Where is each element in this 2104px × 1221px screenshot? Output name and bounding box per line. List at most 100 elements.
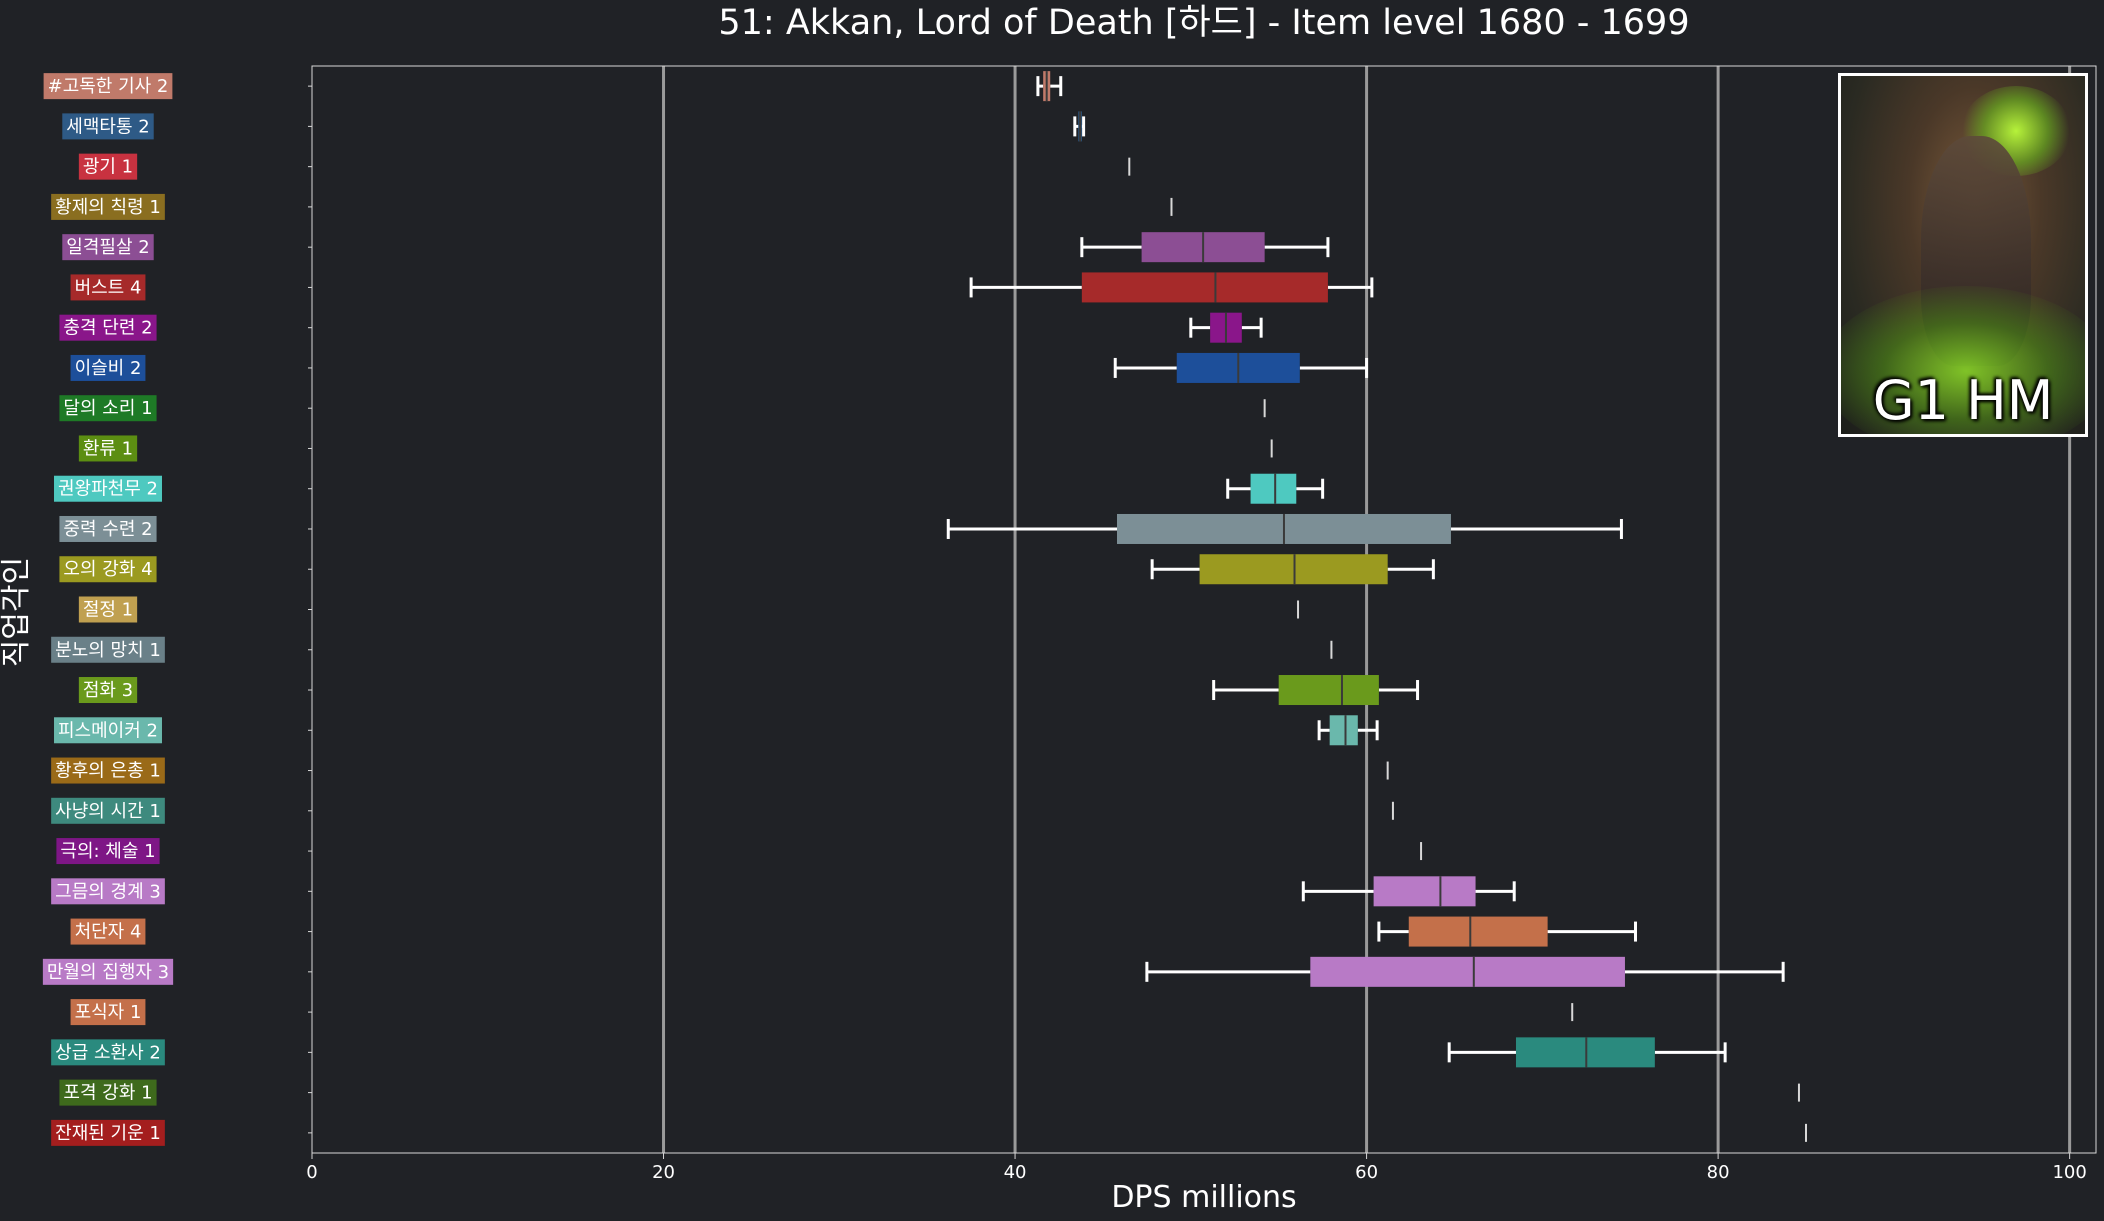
category-label: 권왕파천무 2 (54, 475, 162, 502)
category-label-text: 만월의 집행자 3 (47, 962, 169, 983)
category-label-text: 충격 단련 2 (63, 318, 152, 339)
category-label-text: 광기 1 (83, 157, 133, 178)
box-iqr (1250, 473, 1297, 504)
category-label-text: 황후의 은총 1 (55, 761, 161, 782)
category-label: 오의 강화 4 (59, 556, 157, 583)
category-label-bg (54, 717, 162, 744)
x-tick-label: 20 (652, 1162, 675, 1183)
category-label-bg (70, 999, 146, 1026)
boss-card-label: G1 HM (1872, 369, 2054, 432)
category-label-text: 황제의 칙령 1 (55, 197, 161, 218)
category-label-text: 일격필살 2 (66, 237, 149, 258)
category-label-bg (78, 153, 138, 180)
category-label-bg (62, 113, 154, 140)
category-label: 충격 단련 2 (59, 314, 157, 341)
category-label-text: 중력 수련 2 (63, 519, 152, 540)
category-label: 황제의 칙령 1 (51, 193, 165, 220)
category-label: 포식자 1 (70, 999, 146, 1026)
box-iqr (1408, 916, 1548, 947)
box-iqr (1081, 272, 1328, 303)
box-series (946, 71, 1807, 1142)
category-label-text: 절정 1 (83, 600, 133, 621)
category-label-bg (59, 1079, 157, 1106)
category-label: 절정 1 (78, 596, 138, 623)
category-label: 처단자 4 (70, 918, 146, 945)
category-label-text: 버스트 4 (75, 277, 142, 298)
category-label-text: #고독한 기사 2 (48, 76, 169, 97)
category-label-text: 그믐의 경계 3 (55, 881, 161, 902)
category-label: 그믐의 경계 3 (51, 878, 165, 905)
x-tick-label: 0 (306, 1162, 317, 1183)
category-label-text: 상급 소환사 2 (55, 1042, 161, 1063)
category-label-bg (51, 1039, 165, 1066)
category-label-text: 점화 3 (83, 680, 133, 701)
category-label-bg (51, 797, 165, 824)
category-label: 극의: 체술 1 (56, 838, 160, 865)
category-label-text: 피스메이커 2 (58, 720, 158, 741)
category-label: 상급 소환사 2 (51, 1039, 165, 1066)
category-label: 분노의 망치 1 (51, 636, 165, 663)
category-label-bg (70, 274, 146, 301)
category-label: 피스메이커 2 (54, 717, 162, 744)
category-label: 만월의 집행자 3 (42, 958, 174, 985)
x-tick-label: 60 (1355, 1162, 1378, 1183)
y-axis-title: 직업각인 (0, 557, 34, 667)
boss-portrait-glow-lower (1841, 286, 2085, 434)
category-label-bg (78, 596, 138, 623)
x-axis-ticks: 0 20 40 60 80 100 (306, 1153, 2087, 1183)
category-label-bg (51, 757, 165, 784)
category-label-text: 포식자 1 (75, 1002, 142, 1023)
category-labels: #고독한 기사 2 세맥타통 2 광기 1 황제의 칙령 1 일격필살 2 버스트 4 충격… (42, 73, 174, 1146)
category-label-text: 처단자 4 (75, 922, 142, 943)
x-tick-label: 80 (1707, 1162, 1730, 1183)
category-label-bg (51, 1119, 165, 1146)
category-label-text: 환류 1 (83, 438, 133, 459)
chart-title: 51: Akkan, Lord of Death [하드] - Item lev… (718, 3, 1689, 43)
category-label-bg (59, 395, 157, 422)
category-label: 이슬비 2 (70, 354, 146, 381)
category-label-text: 사냥의 시간 1 (55, 801, 161, 822)
category-label-bg (51, 193, 165, 220)
category-label-bg (59, 556, 157, 583)
category-label-bg (59, 314, 157, 341)
category-label-text: 포격 강화 1 (63, 1083, 152, 1104)
x-tick-label: 40 (1004, 1162, 1027, 1183)
category-label: 중력 수련 2 (59, 515, 157, 542)
category-label-text: 잔재된 기운 1 (55, 1123, 161, 1144)
category-label: 환류 1 (78, 435, 138, 462)
box-iqr (1373, 876, 1476, 907)
category-label-text: 세맥타통 2 (66, 116, 149, 137)
plot-frame (311, 65, 2097, 1154)
category-label: 일격필살 2 (62, 234, 154, 261)
category-label-bg (59, 515, 157, 542)
category-label-bg (62, 234, 154, 261)
x-axis-title: DPS millions (1111, 1180, 1296, 1215)
category-label: 포격 강화 1 (59, 1079, 157, 1106)
category-label: 세맥타통 2 (62, 113, 154, 140)
category-label: 점화 3 (78, 677, 138, 704)
boss-portrait-card: G1 HM (1838, 73, 2088, 437)
box-iqr (1278, 675, 1379, 706)
category-label: 사냥의 시간 1 (51, 797, 165, 824)
category-label-bg (70, 354, 146, 381)
category-label-text: 달의 소리 1 (63, 398, 152, 419)
category-label-text: 이슬비 2 (75, 358, 142, 379)
category-label-bg (54, 475, 162, 502)
category-label-bg (78, 435, 138, 462)
category-label-bg (56, 838, 160, 865)
category-label-text: 분노의 망치 1 (55, 640, 161, 661)
y-axis-ticks (308, 85, 312, 1134)
category-label: 버스트 4 (70, 274, 146, 301)
category-label-bg (51, 878, 165, 905)
category-label-bg (70, 918, 146, 945)
category-label: 황후의 은총 1 (51, 757, 165, 784)
category-label: 달의 소리 1 (59, 395, 157, 422)
category-label: 광기 1 (78, 153, 138, 180)
x-tick-label: 100 (2052, 1162, 2086, 1183)
category-label: 잔재된 기운 1 (51, 1119, 165, 1146)
category-label-bg (42, 958, 174, 985)
box-iqr (1329, 715, 1358, 746)
category-label-text: 극의: 체술 1 (60, 841, 155, 862)
